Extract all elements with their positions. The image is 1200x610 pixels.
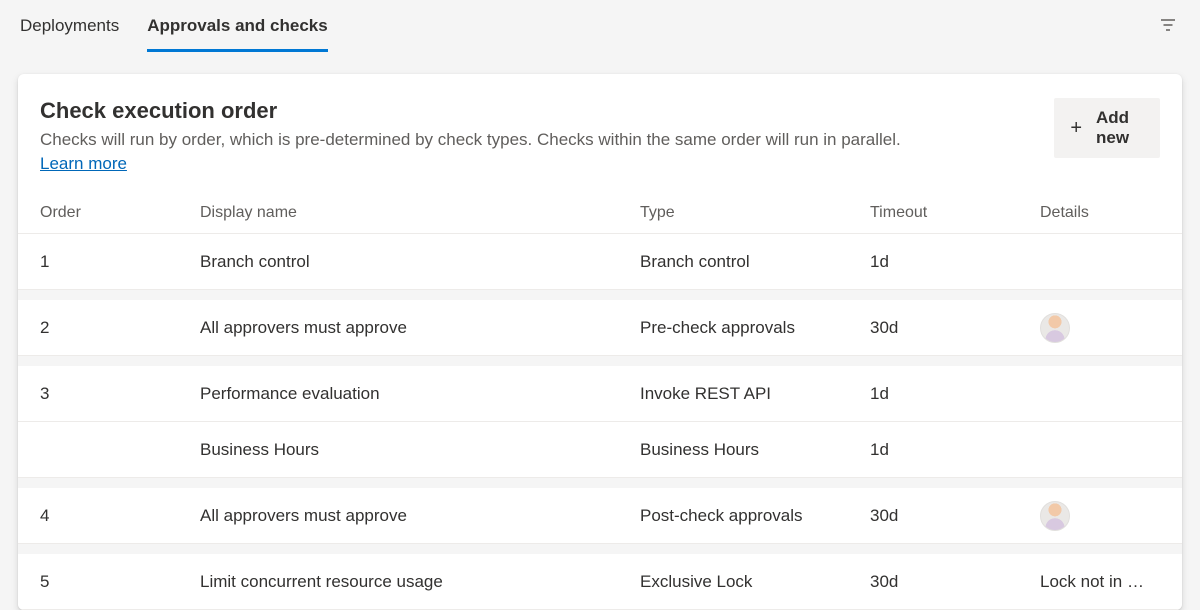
cell-order: 4 xyxy=(40,506,200,526)
cell-timeout: 30d xyxy=(870,506,1040,526)
cell-details xyxy=(1040,313,1160,343)
col-details[interactable]: Details xyxy=(1040,204,1160,222)
cell-display-name: Performance evaluation xyxy=(200,384,640,404)
col-display-name[interactable]: Display name xyxy=(200,204,640,222)
checks-card: Check execution order Checks will run by… xyxy=(18,74,1182,610)
cell-display-name: All approvers must approve xyxy=(200,506,640,526)
learn-more-link[interactable]: Learn more xyxy=(40,154,127,173)
cell-order: 2 xyxy=(40,318,200,338)
table-row[interactable]: 5Limit concurrent resource usageExclusiv… xyxy=(18,554,1182,610)
approver-avatar[interactable] xyxy=(1040,313,1070,343)
group-gap xyxy=(18,544,1182,554)
cell-type: Exclusive Lock xyxy=(640,572,870,592)
col-timeout[interactable]: Timeout xyxy=(870,204,1040,222)
group-gap xyxy=(18,478,1182,488)
tab-approvals-and-checks[interactable]: Approvals and checks xyxy=(147,0,327,50)
tab-bar: Deployments Approvals and checks xyxy=(0,0,1200,50)
column-headers: Order Display name Type Timeout Details xyxy=(18,192,1182,234)
table-row[interactable]: 1Branch controlBranch control1d xyxy=(18,234,1182,290)
approver-avatar[interactable] xyxy=(1040,501,1070,531)
cell-display-name: Limit concurrent resource usage xyxy=(200,572,640,592)
tab-deployments[interactable]: Deployments xyxy=(20,0,119,50)
add-new-button[interactable]: + Add new xyxy=(1054,98,1160,158)
cell-type: Business Hours xyxy=(640,440,870,460)
cell-type: Invoke REST API xyxy=(640,384,870,404)
table-row[interactable]: Business HoursBusiness Hours1d xyxy=(18,422,1182,478)
filter-button[interactable] xyxy=(1156,13,1180,37)
cell-order: 5 xyxy=(40,572,200,592)
filter-icon xyxy=(1160,17,1176,33)
cell-display-name: All approvers must approve xyxy=(200,318,640,338)
card-title: Check execution order xyxy=(40,98,901,124)
cell-display-name: Business Hours xyxy=(200,440,640,460)
cell-details: Lock not in … xyxy=(1040,572,1160,592)
cell-type: Branch control xyxy=(640,252,870,272)
group-gap xyxy=(18,356,1182,366)
group-gap xyxy=(18,290,1182,300)
plus-icon: + xyxy=(1070,118,1082,138)
cell-order: 3 xyxy=(40,384,200,404)
cell-display-name: Branch control xyxy=(200,252,640,272)
card-subtitle: Checks will run by order, which is pre-d… xyxy=(40,130,901,150)
cell-timeout: 1d xyxy=(870,384,1040,404)
checks-table-body: 1Branch controlBranch control1d2All appr… xyxy=(18,234,1182,610)
cell-timeout: 1d xyxy=(870,440,1040,460)
add-new-label: Add new xyxy=(1096,108,1138,148)
col-type[interactable]: Type xyxy=(640,204,870,222)
cell-order: 1 xyxy=(40,252,200,272)
table-row[interactable]: 3Performance evaluationInvoke REST API1d xyxy=(18,366,1182,422)
cell-type: Pre-check approvals xyxy=(640,318,870,338)
cell-timeout: 1d xyxy=(870,252,1040,272)
cell-type: Post-check approvals xyxy=(640,506,870,526)
cell-details xyxy=(1040,501,1160,531)
cell-timeout: 30d xyxy=(870,318,1040,338)
table-row[interactable]: 2All approvers must approvePre-check app… xyxy=(18,300,1182,356)
cell-timeout: 30d xyxy=(870,572,1040,592)
table-row[interactable]: 4All approvers must approvePost-check ap… xyxy=(18,488,1182,544)
col-order[interactable]: Order xyxy=(40,204,200,222)
